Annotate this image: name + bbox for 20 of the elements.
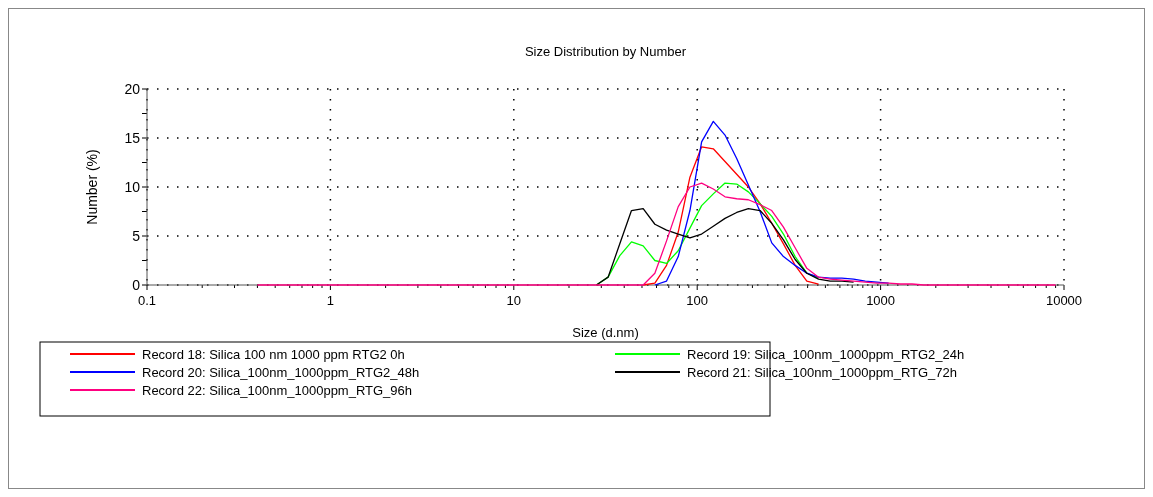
y-axis-title: Number (%)	[84, 149, 100, 225]
y-tick-label: 5	[132, 228, 141, 244]
legend-label: Record 18: Silica 100 nm 1000 ppm RTG2 0h	[142, 347, 405, 362]
legend-label: Record 20: Silica_100nm_1000ppm_RTG2_48h	[142, 365, 420, 380]
x-axis-title: Size (d.nm)	[572, 325, 639, 340]
y-tick-label: 20	[124, 81, 141, 97]
legend-label: Record 22: Silica_100nm_1000ppm_RTG_96h	[142, 383, 413, 398]
x-tick-label: 1	[326, 293, 335, 308]
x-tick-label: 10000	[1045, 293, 1083, 308]
legend-label: Record 19: Silica_100nm_1000ppm_RTG2_24h	[687, 347, 965, 362]
legend-label: Record 21: Silica_100nm_1000ppm_RTG_72h	[687, 365, 958, 380]
y-tick-label: 15	[124, 130, 141, 146]
line-series	[642, 146, 820, 286]
y-tick-label: 0	[132, 277, 141, 293]
y-tick-label: 10	[124, 179, 141, 195]
x-tick-label: 0.1	[137, 293, 157, 308]
x-tick-label: 100	[686, 293, 709, 308]
chart-title: Size Distribution by Number	[524, 44, 687, 59]
x-tick-label: 10	[506, 293, 522, 308]
x-tick-label: 1000	[866, 293, 896, 308]
